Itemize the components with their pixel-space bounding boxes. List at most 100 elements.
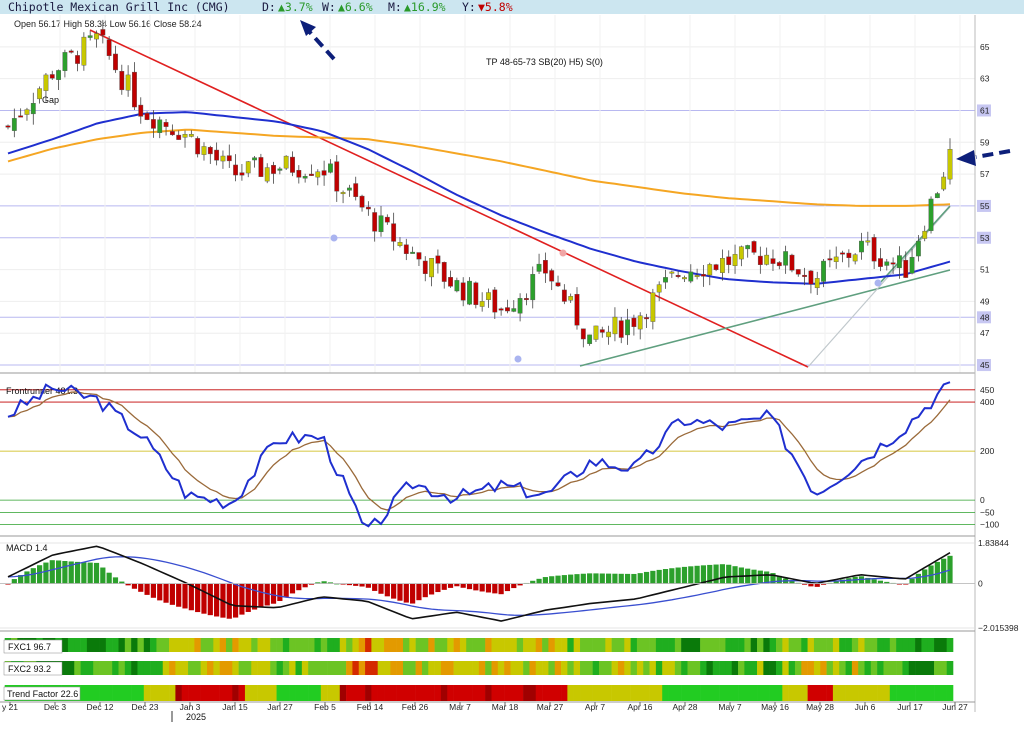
candle-body [454, 280, 460, 292]
trend-factor-cell [870, 685, 878, 701]
heat-cell [491, 661, 499, 675]
macd-hist-bar [580, 573, 586, 584]
heat-cell [415, 638, 423, 652]
heat-cell [61, 661, 69, 675]
trend-factor-cell [181, 685, 189, 701]
heat-cell [244, 638, 252, 652]
trend-factor-cell [150, 685, 157, 701]
candle-body [580, 328, 586, 340]
heat-cell [807, 661, 815, 675]
heat-cell [390, 638, 397, 652]
macd-axis: 1.83844 0 −2.015398 [0, 538, 1019, 633]
macd-hist-bar [485, 583, 492, 593]
candle-body [81, 36, 87, 66]
heat-cell [175, 661, 182, 675]
heat-cell [554, 661, 562, 675]
heat-cell [516, 661, 524, 675]
heat-cell [801, 661, 808, 675]
macd-hist-bar [163, 583, 169, 603]
trend-factor-cell [845, 685, 853, 701]
heat-cell [655, 661, 663, 675]
trend-factor-cell [611, 685, 619, 701]
heat-cell [472, 638, 480, 652]
candle-body [113, 53, 118, 71]
heat-cell [750, 638, 758, 652]
heat-cell [327, 638, 334, 652]
macd-hist-bar [340, 583, 346, 585]
x-tick-label: Mar 18 [492, 702, 519, 712]
heat-cell [832, 661, 840, 675]
candle-body [688, 271, 694, 282]
heat-cell [598, 638, 606, 652]
macd-hist-bar [315, 582, 321, 584]
trend-factor-cell [478, 685, 486, 701]
trend-factor-cell [813, 685, 821, 701]
pivot-dot [330, 234, 338, 242]
macd-hist-bar [112, 577, 119, 584]
candle-body [43, 74, 49, 91]
macd-hist-bar [479, 583, 485, 592]
x-tick-label: Apr 7 [585, 702, 606, 712]
candle-body [226, 155, 232, 162]
macd-hist-bar [631, 573, 637, 584]
trend-factor-cell [668, 685, 676, 701]
macd-hist-bar [536, 578, 542, 584]
trend-factor-cell [769, 685, 777, 701]
month-change-label: M: [388, 0, 402, 14]
heat-cell [251, 638, 258, 652]
candle-body [321, 170, 327, 176]
macd-hist-bar [106, 572, 112, 584]
heat-cell [807, 638, 815, 652]
fxc1-strip [4, 638, 954, 652]
heat-cell [548, 638, 556, 652]
trend-factor-cell [143, 685, 151, 701]
macd-hist-bar [726, 564, 732, 584]
heat-cell [124, 661, 132, 675]
heat-cell [485, 661, 492, 675]
trend-factor-cell [624, 685, 631, 701]
heat-cell [124, 638, 132, 652]
heat-cell [225, 638, 233, 652]
price-axis: 65 63 61 59 57 55 53 51 49 48 47 45 [977, 42, 991, 372]
macd-hist-bar [662, 569, 669, 584]
heat-cell [213, 661, 220, 675]
x-tick-label: Dec 12 [87, 702, 114, 712]
fxc1-label: FXC1 96.7 [8, 642, 51, 652]
heat-cell [617, 661, 625, 675]
candle-body [707, 264, 713, 276]
price-tag [977, 104, 991, 117]
heat-cell [611, 638, 619, 652]
trend-factor-cell [934, 685, 941, 701]
macd-hist-bar [428, 583, 435, 595]
candle-body [410, 251, 416, 254]
trend-factor-cell [586, 685, 593, 701]
macd-hist-bar [125, 583, 131, 586]
heat-cell [915, 661, 922, 675]
candle-body [656, 284, 662, 293]
macd-hist-bar [264, 583, 270, 606]
heat-cell [580, 638, 587, 652]
heat-cell [301, 661, 309, 675]
trend-factor-cell [548, 685, 556, 701]
candle-body [593, 325, 599, 340]
trend-factor-cell [655, 685, 663, 701]
heat-cell [883, 638, 891, 652]
heat-cell [573, 638, 581, 652]
heat-cell [649, 661, 657, 675]
macd-hist-bar [365, 583, 371, 588]
price-tick-label: 65 [980, 42, 990, 52]
heat-cell [826, 638, 834, 652]
trend-factor-cell [93, 685, 100, 701]
macd-hist-bar [251, 583, 258, 610]
candle-body [448, 277, 453, 287]
candle-body [701, 274, 706, 277]
heat-cell [497, 638, 505, 652]
heat-cell [289, 661, 296, 675]
x-tick-label: Jan 15 [222, 702, 248, 712]
candle-body [928, 198, 934, 231]
trend-factor-cell [175, 685, 182, 701]
heat-cell [434, 638, 442, 652]
candle-body [302, 176, 308, 179]
macd-hist-bar [384, 583, 390, 597]
trend-factor-cell [504, 685, 511, 701]
